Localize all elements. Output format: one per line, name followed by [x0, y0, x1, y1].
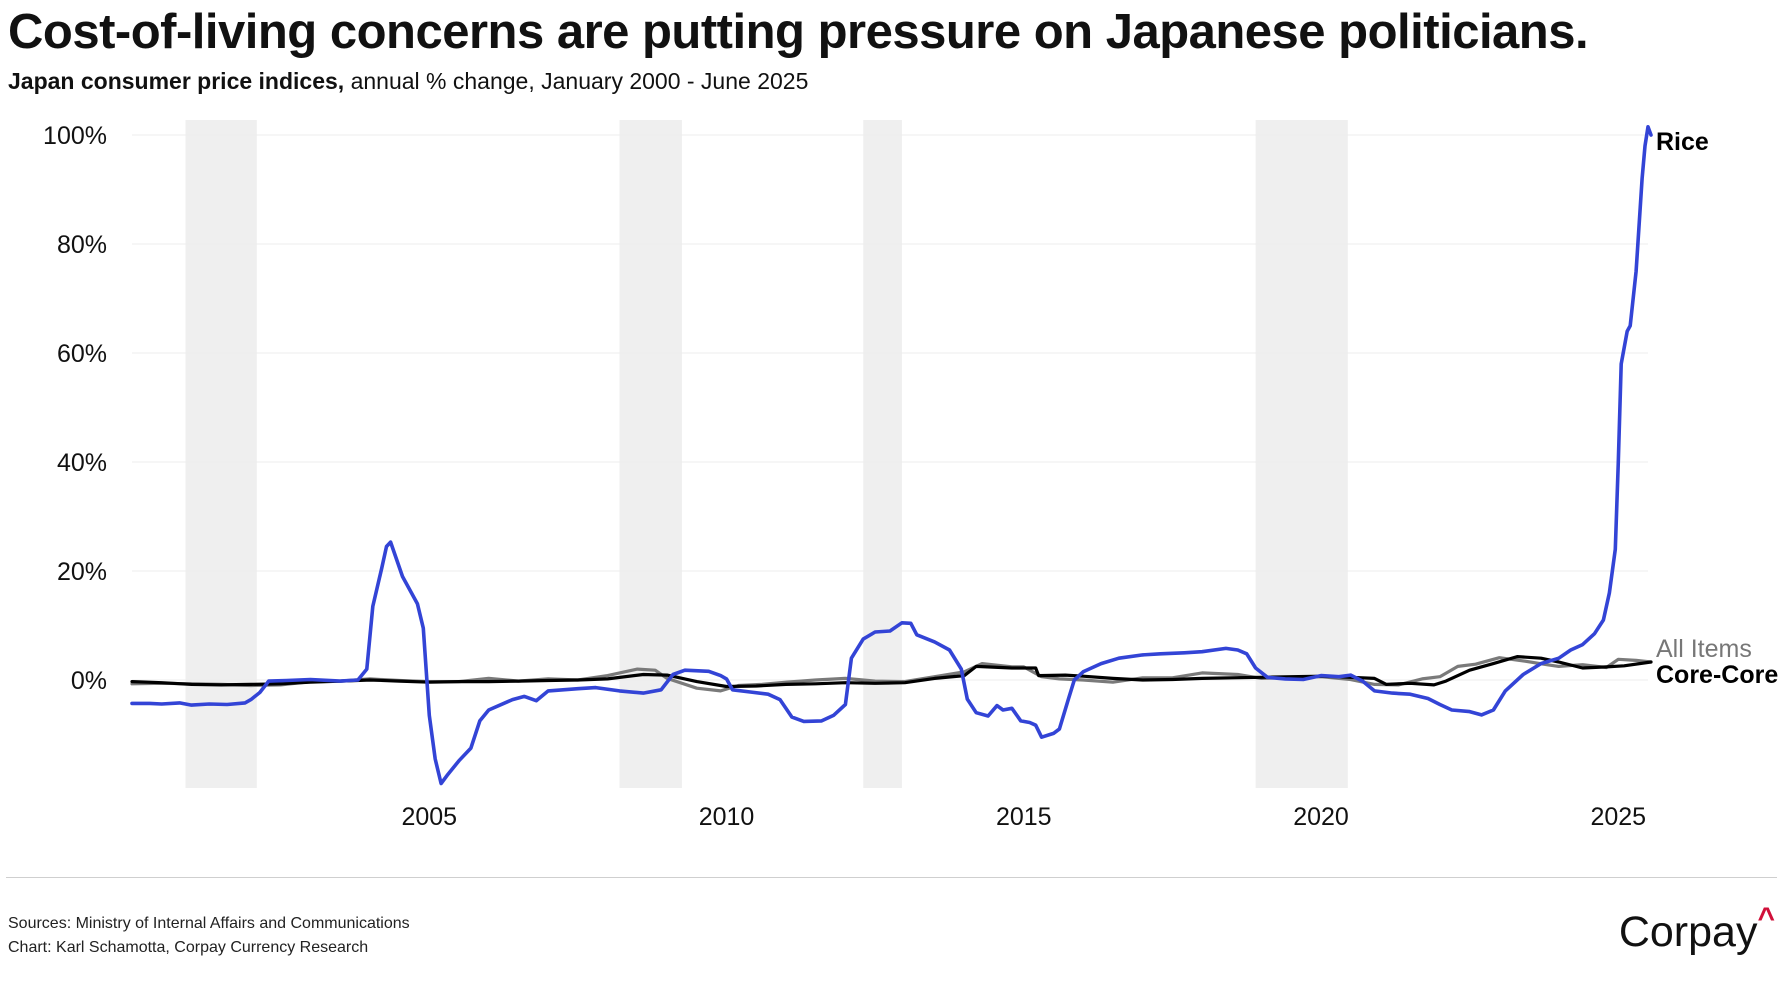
series-line-rice	[130, 125, 1653, 786]
y-tick-label: 40%	[57, 449, 107, 477]
recession-shading-group	[185, 120, 1348, 788]
series-label-rice: Rice	[1656, 128, 1709, 156]
subtitle-bold: Japan consumer price indices,	[8, 68, 345, 94]
y-tick-label: 0%	[71, 667, 107, 695]
x-tick-label: 2010	[699, 803, 755, 831]
y-tick-label: 80%	[57, 231, 107, 259]
sources-line: Sources: Ministry of Internal Affairs an…	[8, 915, 410, 932]
logo-text: Corpay	[1618, 908, 1758, 956]
shaded-period-0	[185, 120, 257, 788]
footer-divider	[6, 877, 1777, 878]
line-chart: 0%20%40%60%80%100% 2005 2010 2015 2020 2025 …	[43, 120, 1778, 831]
x-tick-label: 2015	[996, 803, 1052, 831]
chart-subtitle: Japan consumer price indices, annual % c…	[8, 68, 808, 95]
corpay-logo: Corpay^	[1618, 902, 1775, 957]
y-tick-label: 60%	[57, 340, 107, 368]
logo-caret-icon: ^	[1757, 902, 1775, 935]
series-label-core-core: Core-Core	[1656, 661, 1778, 689]
chart-title: Cost-of-living concerns are putting pres…	[8, 5, 1589, 59]
y-axis-labels: 0% 20% 40% 60% 80% 100%	[43, 122, 107, 695]
y-tick-label: 100%	[43, 122, 107, 150]
gridlines-group	[132, 134, 1648, 681]
x-tick-label: 2020	[1293, 803, 1349, 831]
subtitle-rest: annual % change, January 2000 - June 202…	[344, 68, 809, 94]
shaded-period-2	[863, 120, 902, 788]
shaded-period-1	[619, 120, 682, 788]
x-tick-label: 2005	[401, 803, 457, 831]
series-lines-group	[130, 125, 1653, 786]
series-line-core-core	[130, 655, 1653, 689]
x-axis-labels: 2005 2010 2015 2020 2025	[401, 803, 1646, 831]
x-tick-label: 2025	[1590, 803, 1646, 831]
footer-sources: Sources: Ministry of Internal Affairs an…	[8, 912, 410, 960]
series-label-all-items: All Items	[1656, 635, 1752, 663]
shaded-period-3	[1255, 120, 1348, 788]
y-tick-label: 20%	[57, 558, 107, 586]
credit-line: Chart: Karl Schamotta, Corpay Currency R…	[8, 939, 369, 956]
